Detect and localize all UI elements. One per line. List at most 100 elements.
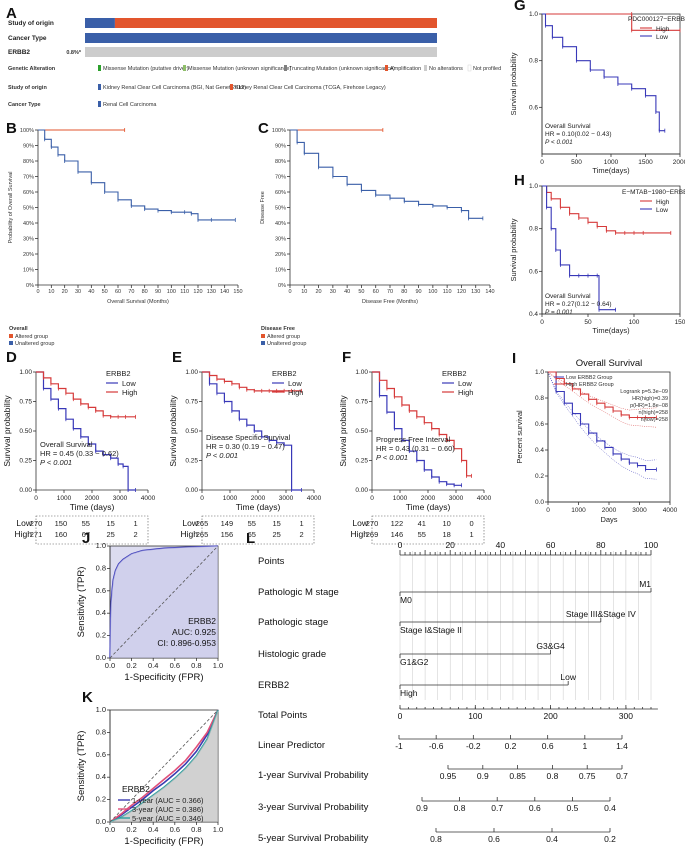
x-tick-label: 0.6 [170, 661, 180, 670]
y-axis-label: Percent survival [515, 410, 524, 464]
x-axis-label: Time (days) [236, 502, 281, 512]
legend-swatch [98, 65, 101, 71]
legend-label: Kidney Renal Clear Cell Carcinoma (BGI, … [103, 85, 246, 91]
legend-label: 5-year (AUC = 0.346) [132, 814, 204, 823]
roc-area [110, 710, 218, 822]
y-tick-label: 70% [275, 175, 286, 181]
legend-swatch [385, 65, 388, 71]
risk-row-label: Low [182, 518, 198, 528]
risk-value: 67 [82, 530, 90, 539]
y-tick-label: 1.0 [535, 369, 544, 376]
x-axis-label: Time (days) [70, 502, 115, 512]
annotation: P < 0.001 [206, 451, 238, 460]
y-tick-label: 0.25 [185, 458, 198, 465]
chart-j: 0.0 0.2 0.4 0.6 0.8 1.0 0.0 0.2 0.4 0.6 0.8 1.0 1-Sp… [76, 541, 223, 683]
chart-f: 0 1000 2000 3000 4000 0.00 0.25 0.50 0.75 1.00 Tim… [338, 369, 492, 545]
stat-text: n(low)=258 [641, 417, 668, 423]
legend-swatch [230, 84, 233, 90]
x-tick-label: 0 [546, 507, 550, 514]
x-tick-label: 40 [88, 289, 94, 295]
scale-tick-label: 0 [398, 711, 403, 721]
points-tick-label: 20 [445, 540, 455, 550]
legend-label: High [288, 388, 303, 397]
scale-tick-label: 0.7 [616, 771, 628, 781]
legend-title: E−MTAB−1980−ERBB2 [622, 189, 685, 196]
x-tick-label: 70 [128, 289, 134, 295]
scale-tick-label: 0.85 [509, 771, 526, 781]
y-tick-label: 0.2 [96, 795, 106, 804]
chart-b: 0 10 20 30 40 50 60 70 80 90 100 110 120 130 140 150 0% 1… [8, 128, 243, 347]
y-tick-label: 100% [272, 128, 286, 134]
x-tick-label: 1000 [393, 495, 408, 502]
legend-title: Cancer Type [8, 102, 41, 108]
y-tick-label: 0.50 [19, 428, 32, 435]
scale-tick-label: 0.8 [546, 771, 558, 781]
nomogram-row-label: ERBB2 [258, 680, 289, 691]
panel-label-k: K [82, 689, 93, 706]
x-tick-label: 20 [62, 289, 68, 295]
legend-title: Study of origin [8, 85, 47, 91]
scale-tick-label: 1.4 [616, 741, 628, 751]
y-tick-label: 1.00 [19, 369, 32, 376]
y-tick-label: 0.25 [355, 458, 368, 465]
scale-tick-label: 0.9 [416, 803, 428, 813]
y-axis-label: Sensitivity (TPR) [76, 731, 87, 802]
scale-tick-label: 300 [619, 711, 633, 721]
risk-value: 55 [418, 530, 426, 539]
risk-value: 1 [469, 530, 473, 539]
x-tick-label: 1500 [638, 159, 653, 166]
legend-title: Genetic Alteration [8, 66, 56, 72]
x-axis-label: 1-Specificity (FPR) [124, 836, 203, 847]
legend-title: ERBB2 [442, 369, 467, 378]
legend-label: Low ERBB2 Group [566, 375, 612, 381]
risk-value: 41 [418, 519, 426, 528]
x-axis-label: Time(days) [592, 166, 630, 175]
risk-value: 146 [391, 530, 404, 539]
x-tick-label: 0.4 [148, 661, 158, 670]
legend-label: High [656, 26, 670, 33]
panel-label-j: J [82, 530, 90, 547]
legend-label: Unaltered group [15, 341, 54, 347]
y-tick-label: 20% [275, 252, 286, 258]
x-tick-label: 3000 [113, 495, 128, 502]
chart-e: 0 1000 2000 3000 4000 0.00 0.25 0.50 0.75 1.00 Tim… [168, 369, 322, 545]
risk-value: 265 [196, 519, 209, 528]
legend-label: 1-year (AUC = 0.366) [132, 796, 204, 805]
risk-value: 271 [30, 530, 43, 539]
y-tick-label: 30% [23, 237, 34, 243]
scale-tick-label: 0.4 [546, 834, 558, 844]
nomogram-row-label: Pathologic M stage [258, 587, 339, 598]
y-tick-label: 0.00 [19, 487, 32, 494]
scale-tick-label: 0.2 [604, 834, 616, 844]
risk-value: 122 [391, 519, 404, 528]
panel-label-c: C [258, 120, 269, 137]
x-tick-label: 0 [288, 289, 291, 295]
row-label: Cancer Type [8, 35, 47, 42]
legend-swatch [183, 65, 186, 71]
legend-label: Not profiled [473, 66, 501, 72]
x-tick-label: 40 [344, 289, 350, 295]
x-tick-label: 0.2 [126, 825, 136, 834]
x-tick-label: 2000 [85, 495, 100, 502]
x-tick-label: 80 [401, 289, 407, 295]
series-line-low [542, 185, 616, 311]
risk-value: 55 [82, 519, 90, 528]
risk-value: 55 [248, 519, 256, 528]
x-tick-label: 0 [540, 159, 544, 166]
risk-value: 160 [55, 530, 68, 539]
annotation: CI: 0.896-0.953 [157, 638, 216, 648]
x-tick-label: 90 [416, 289, 422, 295]
risk-value: 270 [366, 519, 379, 528]
legend-title: ERBB2 [122, 784, 150, 794]
legend-label: 3-year (AUC = 0.386) [132, 805, 204, 814]
x-tick-label: 0.2 [126, 661, 136, 670]
panel-label-e: E [172, 349, 182, 366]
series-line-low [202, 371, 302, 491]
x-tick-label: 90 [155, 289, 161, 295]
series-line-low [36, 371, 136, 491]
x-tick-label: 0.4 [148, 825, 158, 834]
x-tick-label: 3000 [279, 495, 294, 502]
risk-value: 15 [106, 519, 114, 528]
y-tick-label: 0.8 [529, 58, 538, 65]
y-tick-label: 80% [275, 159, 286, 165]
